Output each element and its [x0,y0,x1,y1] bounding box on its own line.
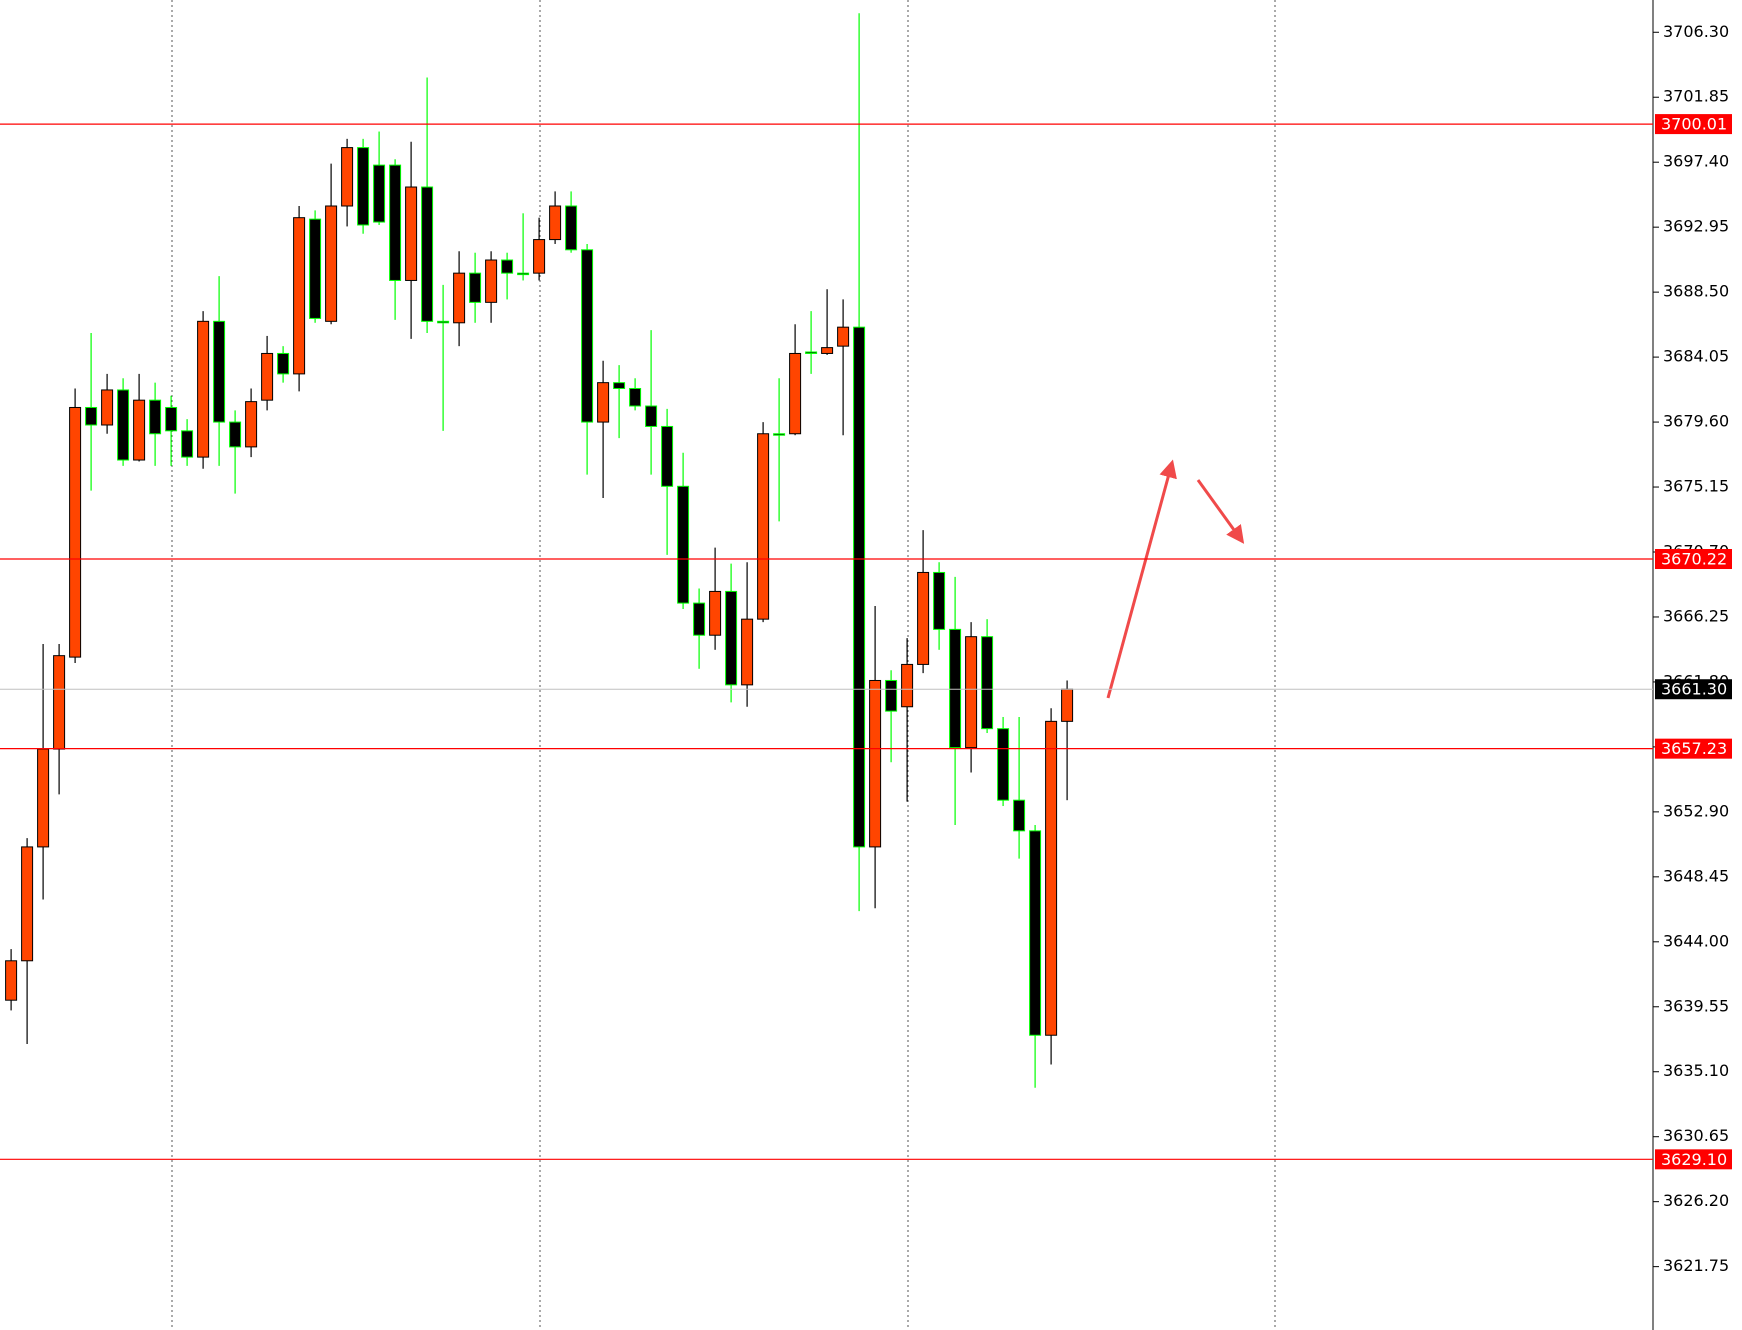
candle-body [613,382,626,389]
candle-body [437,320,450,324]
candle-body [213,320,226,423]
candle-body [805,351,818,354]
candle-body [293,217,306,375]
candle-body [773,433,786,436]
y-tick-label: 3635.10 [1663,1061,1729,1080]
y-tick-label: 3701.85 [1663,87,1729,106]
y-tick-label: 3652.90 [1663,801,1729,820]
y-tick-label: 3648.45 [1663,866,1729,885]
candle-body [517,272,530,276]
candle-body [341,147,354,207]
candle-body [453,272,466,324]
candle-body [373,164,386,223]
candle-body [789,352,802,435]
level-label: 3700.01 [1661,115,1727,134]
candle-body [549,205,562,241]
candle-body [757,433,770,620]
candle-body [277,352,290,375]
y-tick-label: 3697.40 [1663,152,1729,171]
candle-body [197,320,210,458]
candle-body [357,147,370,226]
y-tick-label: 3630.65 [1663,1126,1729,1145]
candle-body [981,636,994,730]
candle-body [53,655,66,750]
candle-body [165,406,178,432]
candle-body [1061,688,1074,722]
candle-body [917,571,930,665]
candle-body [869,679,882,848]
y-tick-label: 3675.15 [1663,477,1729,496]
candle-body [21,846,34,962]
candle-body [1013,799,1026,832]
candle-body [325,205,338,322]
level-label: 3670.22 [1661,550,1727,569]
y-tick-label: 3688.50 [1663,282,1729,301]
candle-body [309,218,322,319]
candle-body [997,728,1010,801]
level-label-box [1655,549,1732,570]
candle-body [421,186,434,322]
candle-body [133,399,146,461]
candle-body [581,249,594,423]
y-tick-label: 3706.30 [1663,22,1729,41]
candle-body [1045,720,1058,1036]
candle-body [741,618,754,686]
candle-body [933,571,946,630]
candle-body [37,748,50,848]
candle-body [181,430,194,458]
candle-body [661,425,674,487]
candle-body [117,389,130,461]
candle-body [389,164,402,281]
candle-body [965,636,978,749]
y-tick-label: 3644.00 [1663,931,1729,950]
candle-body [853,326,866,848]
y-tick-label: 3684.05 [1663,347,1729,366]
candle-body [501,259,514,274]
current-price-box [1655,679,1732,700]
candle-body [5,960,18,1001]
y-tick-label: 3621.75 [1663,1256,1729,1275]
candle-body [245,401,258,448]
y-tick-label: 3679.60 [1663,412,1729,431]
candle-body [597,382,610,423]
candle-body [821,347,834,354]
annotation-arrow-down [1196,479,1245,544]
candle-body [837,326,850,347]
level-label-box [1655,738,1732,759]
candle-body [901,663,914,708]
current-price-label: 3661.30 [1661,680,1727,699]
candle-body [949,628,962,749]
level-label: 3629.10 [1661,1150,1727,1169]
candle-body [565,205,578,251]
candle-body [149,399,162,435]
candle-body [261,352,274,401]
level-label: 3657.23 [1661,739,1727,758]
candle-body [885,679,898,712]
y-tick-label: 3692.95 [1663,217,1729,236]
candle-body [709,590,722,636]
level-label-box [1655,1149,1732,1170]
candle-body [229,421,242,448]
y-tick-label: 3666.25 [1663,606,1729,625]
candle-body [101,389,114,426]
candle-body [1029,830,1042,1036]
y-tick-label: 3639.55 [1663,996,1729,1015]
level-label-box [1655,114,1732,135]
y-tick-label: 3626.20 [1663,1191,1729,1210]
candle-body [693,602,706,636]
candle-body [677,485,690,604]
candle-body [725,590,738,686]
annotation-arrow-up [1106,459,1177,699]
candle-body [469,272,482,303]
candle-body [85,406,98,426]
candle-body [533,239,546,274]
candle-body [405,186,418,281]
candle-body [645,405,658,427]
candle-body [485,259,498,303]
candle-body [629,387,642,407]
time-grid [171,0,1276,1330]
candle-body [69,406,82,658]
